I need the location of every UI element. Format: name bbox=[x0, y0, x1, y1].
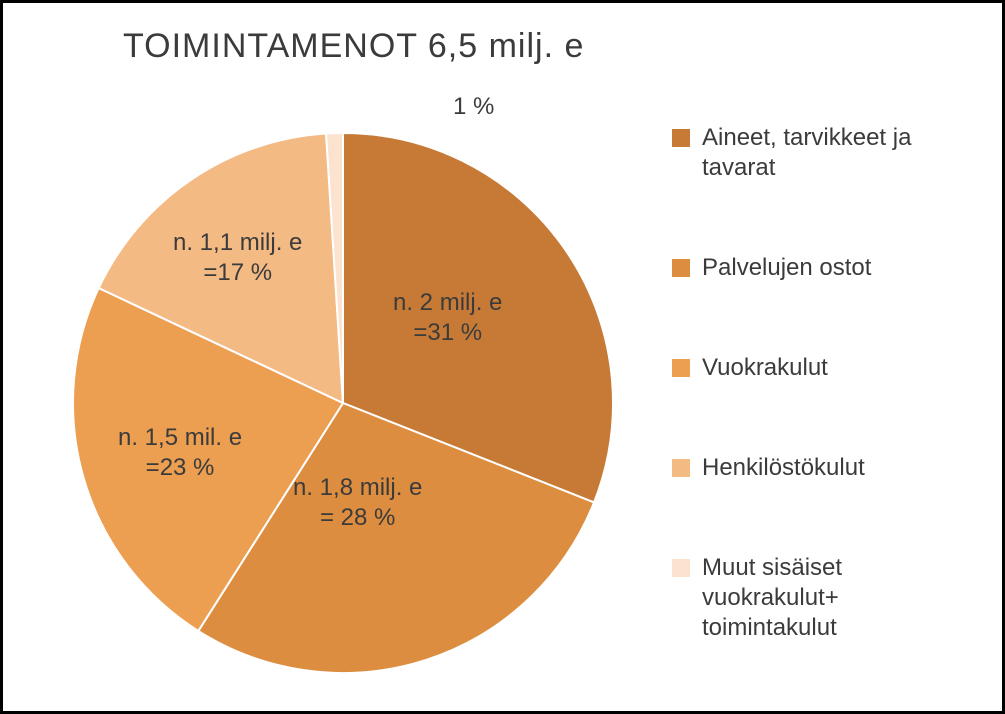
legend-item-muut: Muut sisäiset vuokrakulut+ toimintakulut bbox=[672, 553, 972, 643]
slice-label-aineet: n. 2 milj. e =31 % bbox=[393, 288, 502, 348]
legend-text: Aineet, tarvikkeet ja tavarat bbox=[702, 123, 962, 183]
legend-item-palvelut: Palvelujen ostot bbox=[672, 253, 972, 283]
legend-item-henkilosto: Henkilöstökulut bbox=[672, 453, 972, 483]
legend-swatch bbox=[672, 259, 690, 277]
legend-swatch bbox=[672, 359, 690, 377]
slice-label-henkilosto: n. 1,1 milj. e =17 % bbox=[173, 228, 302, 288]
legend-swatch bbox=[672, 559, 690, 577]
legend-text: Muut sisäiset vuokrakulut+ toimintakulut bbox=[702, 553, 962, 643]
legend-text: Vuokrakulut bbox=[702, 353, 828, 383]
legend-item-aineet: Aineet, tarvikkeet ja tavarat bbox=[672, 123, 972, 183]
legend-text: Henkilöstökulut bbox=[702, 453, 865, 483]
legend-swatch bbox=[672, 459, 690, 477]
legend: Aineet, tarvikkeet ja tavarat Palvelujen… bbox=[672, 123, 972, 713]
pie-svg bbox=[63, 123, 623, 683]
slice-label-muut: 1 % bbox=[453, 93, 494, 121]
legend-item-vuokrakulut: Vuokrakulut bbox=[672, 353, 972, 383]
pie-chart: n. 2 milj. e =31 % n. 1,8 milj. e = 28 %… bbox=[63, 123, 623, 683]
chart-title: TOIMINTAMENOT 6,5 milj. e bbox=[123, 27, 584, 66]
legend-swatch bbox=[672, 129, 690, 147]
slice-label-palvelut: n. 1,8 milj. e = 28 % bbox=[293, 473, 422, 533]
legend-text: Palvelujen ostot bbox=[702, 253, 871, 283]
chart-frame: TOIMINTAMENOT 6,5 milj. e n. 2 milj. e =… bbox=[0, 0, 1005, 714]
slice-label-vuokrakulut: n. 1,5 mil. e =23 % bbox=[118, 423, 242, 483]
